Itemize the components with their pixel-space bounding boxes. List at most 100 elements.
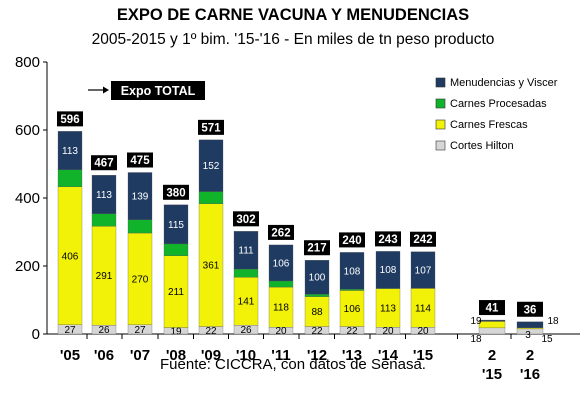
chart-subtitle: 2005-2015 y 1º bim. '15-'16 - En miles d… [91, 31, 495, 48]
segment-label: 20 [275, 326, 287, 337]
y-tick-label: 200 [15, 258, 40, 275]
bar-segment-carnes-frescas [339, 290, 365, 327]
bar-segment-carnes-procesadas [268, 280, 294, 288]
bar-segment-menudencias-y-viscer [163, 204, 189, 245]
x-tick-label: '06 [94, 347, 114, 364]
x-tick-label: '12 [307, 347, 327, 364]
bar-segment-carnes-frescas [268, 286, 294, 328]
bar-segment-cortes-hilton [478, 327, 506, 335]
bar-segment-menudencias-y-viscer [410, 251, 436, 289]
legend-swatch [435, 77, 446, 88]
legend-label: Menudencias y Viscer [450, 77, 558, 89]
y-tick-label: 400 [15, 190, 40, 207]
bar-segment-carnes-frescas [91, 226, 117, 326]
bar-segment-menudencias-y-viscer [375, 251, 401, 289]
y-tick-label: 800 [15, 54, 40, 71]
segment-label: 18 [547, 316, 559, 327]
segment-label: 111 [238, 246, 254, 257]
segment-label: 113 [96, 190, 112, 201]
x-tick-label: '07 [130, 347, 150, 364]
chart-title: EXPO DE CARNE VACUNA Y MENUDENCIAS [116, 6, 470, 24]
legend-label: Carnes Procesadas [450, 98, 547, 110]
x-tick-label: '15 [413, 347, 433, 364]
bar-segment-carnes-procesadas [163, 243, 189, 256]
total-label: 262 [271, 227, 290, 239]
bar-segment-carnes-procesadas [127, 219, 153, 234]
x-tick-label: '16 [520, 366, 540, 383]
segment-label: 139 [132, 192, 149, 203]
bar-segment-menudencias-y-viscer [304, 260, 330, 295]
segment-label: 152 [203, 161, 220, 172]
bar-segment-menudencias-y-viscer [268, 244, 294, 282]
segment-label: 115 [168, 220, 184, 231]
segment-label: 27 [134, 325, 146, 336]
bar-segment-carnes-procesadas [57, 169, 83, 187]
total-box [375, 231, 401, 247]
annotation-text: Expo TOTAL [121, 84, 196, 98]
y-tick-label: 0 [32, 326, 40, 343]
total-label: 467 [94, 158, 113, 170]
source-note: Fuente: CICCRA, con datos de Senasa. [160, 356, 426, 373]
segment-label: 20 [417, 326, 429, 337]
x-tick-label: '09 [201, 347, 221, 364]
annotation-arrow-head [103, 86, 109, 94]
total-label: 475 [130, 155, 150, 167]
segment-label: 22 [205, 326, 217, 337]
total-box [304, 240, 330, 256]
total-box [517, 301, 543, 317]
bar-segment-carnes-procesadas [304, 294, 330, 297]
total-box [198, 119, 224, 135]
x-tick-label: '05 [60, 347, 80, 364]
total-label: 571 [201, 122, 221, 134]
bar-segment-carnes-frescas [198, 203, 224, 327]
segment-label: 106 [273, 258, 290, 269]
segment-label: 107 [415, 265, 432, 276]
segment-label: 18 [470, 334, 482, 345]
segment-label: 20 [382, 326, 394, 337]
segment-label: 88 [311, 307, 323, 318]
total-box [57, 111, 83, 127]
segment-label: 27 [64, 325, 76, 336]
x-tick-label: 2 [526, 347, 534, 364]
x-tick-label: '14 [378, 347, 399, 364]
bar-segment-carnes-frescas [516, 327, 544, 330]
bar-segment-carnes-frescas [478, 321, 506, 329]
total-label: 41 [486, 303, 499, 315]
total-box [163, 184, 189, 200]
bar-segment-carnes-frescas [233, 277, 259, 326]
bar-segment-carnes-frescas [127, 232, 153, 325]
segment-label: 26 [98, 325, 110, 336]
bar-segment-carnes-procesadas [339, 288, 365, 291]
segment-label: 291 [96, 271, 113, 282]
segment-label: 3 [525, 330, 531, 341]
segment-label: 113 [62, 146, 78, 157]
segment-label: 270 [132, 274, 149, 285]
annotation-box [111, 81, 205, 100]
total-label: 217 [307, 243, 326, 255]
bar-segment-menudencias-y-viscer [198, 139, 224, 192]
legend-swatch [435, 98, 446, 109]
bar-segment-carnes-procesadas [233, 268, 259, 278]
segment-label: 211 [168, 287, 184, 298]
segment-label: 22 [311, 326, 323, 337]
total-box [479, 300, 505, 316]
x-tick-label: '13 [342, 347, 362, 364]
segment-label: 100 [309, 273, 326, 284]
segment-label: 141 [238, 297, 255, 308]
segment-label: 26 [240, 325, 252, 336]
total-box [339, 232, 365, 248]
segment-label: 361 [203, 261, 220, 272]
segment-label: 114 [415, 303, 431, 314]
segment-label: 15 [541, 334, 553, 345]
legend-label: Carnes Frescas [450, 119, 528, 131]
total-box [127, 152, 153, 168]
segment-label: 22 [346, 326, 358, 337]
total-label: 243 [378, 234, 397, 246]
segment-label: 108 [380, 265, 397, 276]
bar-segment-carnes-frescas [163, 255, 189, 328]
total-label: 242 [413, 234, 432, 246]
bar-segment-menudencias-y-viscer [57, 131, 83, 170]
total-label: 302 [236, 214, 255, 226]
segment-label: 19 [170, 326, 182, 337]
total-box [233, 211, 259, 227]
